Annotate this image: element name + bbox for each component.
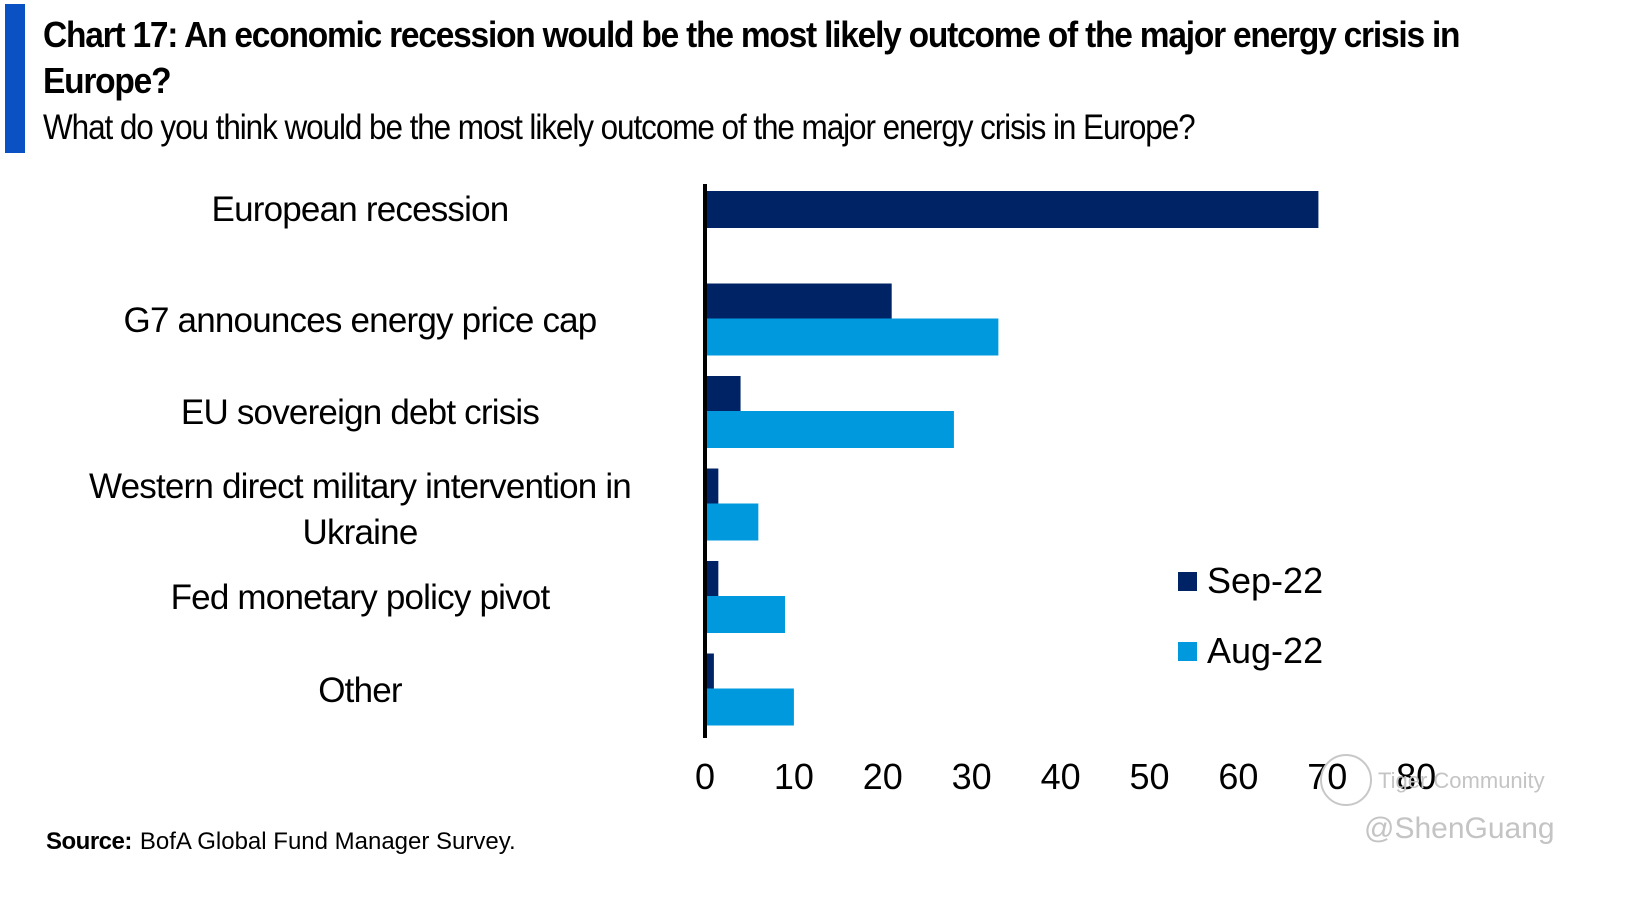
x-tick-label: 80 bbox=[1396, 756, 1437, 797]
source-label: Source: bbox=[46, 828, 132, 855]
x-tick-label: 40 bbox=[1040, 756, 1081, 797]
category-label: Other bbox=[318, 670, 402, 710]
chart-title: Chart 17: An economic recession would be… bbox=[43, 14, 1460, 101]
watermark-user: @ShenGuang bbox=[1364, 812, 1555, 845]
category-label: EU sovereign debt crisis bbox=[180, 393, 540, 432]
bar-sep22-4 bbox=[707, 561, 719, 598]
legend-swatch-sep22 bbox=[1178, 571, 1197, 591]
bar-aug22-5 bbox=[707, 688, 794, 726]
legend-label-sep22: Sep-22 bbox=[1207, 560, 1324, 601]
category-label: Fed monetary policy pivot bbox=[170, 578, 551, 617]
x-tick-label: 30 bbox=[951, 756, 992, 797]
chart-subtitle: What do you think would be the most like… bbox=[43, 108, 1196, 147]
x-tick-label: 60 bbox=[1218, 756, 1259, 797]
watermark-brand: Tiger Community bbox=[1378, 768, 1545, 793]
bar-aug22-2 bbox=[707, 411, 954, 448]
bar-aug22-1 bbox=[707, 318, 999, 356]
bar-sep22-0 bbox=[707, 191, 1319, 228]
legend-swatch-aug22 bbox=[1178, 641, 1197, 661]
bar-sep22-3 bbox=[707, 468, 719, 506]
x-tick-label: 50 bbox=[1129, 756, 1170, 797]
legend-item-sep22: Sep-22 bbox=[1178, 560, 1323, 602]
x-tick-label: 20 bbox=[862, 756, 903, 797]
category-label: G7 announces energy price cap bbox=[123, 300, 598, 340]
legend-label-aug22: Aug-22 bbox=[1207, 630, 1324, 671]
x-tick-label: 0 bbox=[694, 756, 716, 797]
bar-sep22-5 bbox=[707, 653, 714, 691]
category-label: Western direct military intervention in … bbox=[89, 466, 632, 552]
title-accent-bar bbox=[5, 4, 25, 153]
bar-aug22-3 bbox=[707, 503, 759, 541]
source-text: BofA Global Fund Manager Survey. bbox=[139, 828, 516, 855]
category-label: European recession bbox=[211, 190, 510, 229]
source-note: Source: BofA Global Fund Manager Survey. bbox=[46, 828, 516, 856]
legend-item-aug22: Aug-22 bbox=[1178, 630, 1323, 672]
bar-sep22-1 bbox=[707, 283, 892, 321]
bars-group bbox=[707, 191, 1319, 726]
bar-sep22-2 bbox=[707, 376, 741, 413]
bar-aug22-4 bbox=[707, 596, 786, 633]
watermark-logo-icon bbox=[1320, 754, 1372, 806]
x-tick-label: 10 bbox=[773, 756, 814, 797]
